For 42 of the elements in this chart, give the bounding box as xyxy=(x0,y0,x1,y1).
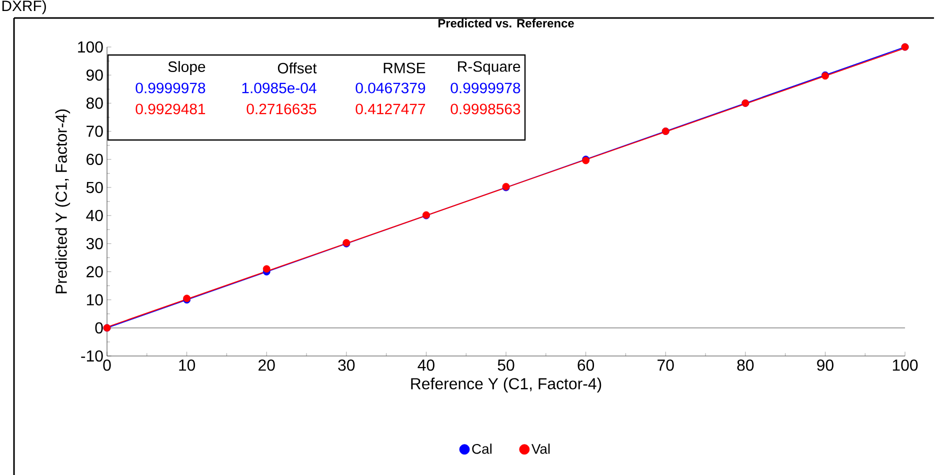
y-tick-label: 100 xyxy=(78,41,103,53)
annotation: RMSE xyxy=(384,62,426,74)
x-tick-label: 20 xyxy=(258,360,275,371)
annotation: 0.9999978 xyxy=(450,82,520,94)
y-tick-label: 0 xyxy=(95,322,103,334)
x-axis-title: Reference Y (C1, Factor-4) xyxy=(411,378,602,392)
annotation: 0.4127477 xyxy=(356,104,426,114)
legend-label: Val xyxy=(531,444,550,454)
x-tick-label: 40 xyxy=(418,360,434,371)
annotation: R-Square xyxy=(458,61,520,75)
x-tick-label: 10 xyxy=(179,360,196,371)
chart-title: Predicted vs. Reference xyxy=(438,18,574,28)
annotation: 0.9929481 xyxy=(136,104,206,114)
x-tick-label: 70 xyxy=(658,360,674,371)
y-tick-label: -10 xyxy=(81,350,103,362)
x-tick-label: 80 xyxy=(737,360,754,371)
annotation: 1.0985e-04 xyxy=(242,82,316,94)
y-tick-label: 30 xyxy=(86,238,103,250)
x-tick-label: 0 xyxy=(103,360,111,371)
x-tick-label: 30 xyxy=(338,360,355,371)
x-tick-label: 60 xyxy=(578,360,594,371)
point xyxy=(262,265,270,273)
y-tick-label: 80 xyxy=(86,98,103,109)
annotation: Slope xyxy=(168,61,206,75)
legend-label: Cal xyxy=(472,444,492,454)
y-axis-title: Predicted Y (C1, Factor-4) xyxy=(55,110,70,294)
y-tick-label: 10 xyxy=(86,294,103,306)
x-tick-label: 90 xyxy=(817,360,834,371)
annotation: 0.9999978 xyxy=(136,82,206,94)
y-tick-label: 40 xyxy=(86,210,103,222)
annotation: 0.9998563 xyxy=(450,104,520,114)
annotation: 0.0467379 xyxy=(356,82,426,94)
annotation: Offset xyxy=(278,62,317,74)
text: DXRF) xyxy=(2,0,46,14)
y-tick-label: 20 xyxy=(86,266,103,278)
y-tick-label: 50 xyxy=(86,182,103,194)
x-tick-label: 100 xyxy=(892,360,918,371)
y-tick-label: 90 xyxy=(86,69,103,81)
y-tick-label: 70 xyxy=(86,126,103,137)
x-tick-label: 50 xyxy=(498,360,514,371)
y-tick-label: 60 xyxy=(86,154,103,166)
annotation: 0.2716635 xyxy=(246,104,316,114)
